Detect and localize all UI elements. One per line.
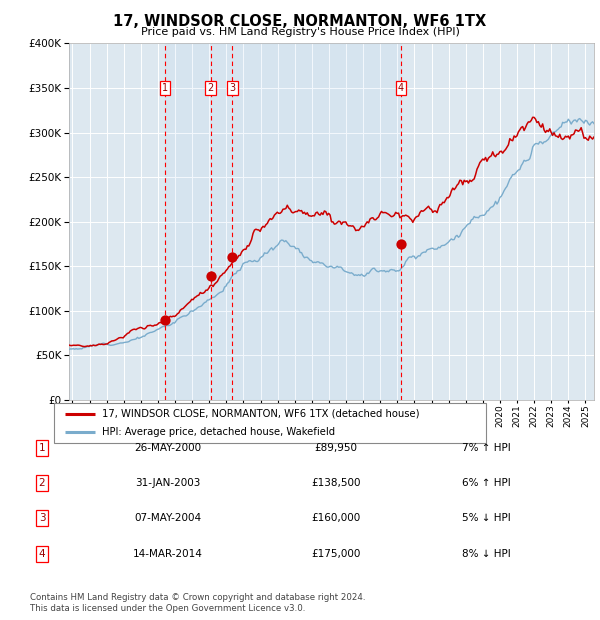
Text: 6% ↑ HPI: 6% ↑ HPI (461, 478, 511, 488)
Text: £89,950: £89,950 (314, 443, 358, 453)
Text: 3: 3 (229, 83, 235, 93)
Point (227, 252, 237, 262)
Text: £175,000: £175,000 (311, 549, 361, 559)
Text: £138,500: £138,500 (311, 478, 361, 488)
Text: 1: 1 (162, 83, 168, 93)
Text: 4: 4 (38, 549, 46, 559)
Point (206, 272, 215, 281)
Text: 2: 2 (208, 83, 214, 93)
Point (396, 239, 406, 249)
Text: 2: 2 (38, 478, 46, 488)
Text: 07-MAY-2004: 07-MAY-2004 (134, 513, 202, 523)
Text: 26-MAY-2000: 26-MAY-2000 (134, 443, 202, 453)
Text: 31-JAN-2003: 31-JAN-2003 (136, 478, 200, 488)
Text: 1: 1 (38, 443, 46, 453)
Bar (165, 43, 401, 400)
Text: 4: 4 (398, 83, 404, 93)
Text: 3: 3 (38, 513, 46, 523)
Text: 7% ↑ HPI: 7% ↑ HPI (461, 443, 511, 453)
FancyBboxPatch shape (54, 403, 486, 443)
Text: £160,000: £160,000 (311, 513, 361, 523)
Text: HPI: Average price, detached house, Wakefield: HPI: Average price, detached house, Wake… (101, 427, 335, 438)
Text: 17, WINDSOR CLOSE, NORMANTON, WF6 1TX (detached house): 17, WINDSOR CLOSE, NORMANTON, WF6 1TX (d… (101, 409, 419, 419)
Text: Contains HM Land Registry data © Crown copyright and database right 2024.
This d: Contains HM Land Registry data © Crown c… (30, 593, 365, 613)
Point (160, 315, 170, 325)
Text: 5% ↓ HPI: 5% ↓ HPI (461, 513, 511, 523)
Text: Price paid vs. HM Land Registry's House Price Index (HPI): Price paid vs. HM Land Registry's House … (140, 27, 460, 37)
Text: 17, WINDSOR CLOSE, NORMANTON, WF6 1TX: 17, WINDSOR CLOSE, NORMANTON, WF6 1TX (113, 14, 487, 29)
Text: 14-MAR-2014: 14-MAR-2014 (133, 549, 203, 559)
Text: 8% ↓ HPI: 8% ↓ HPI (461, 549, 511, 559)
